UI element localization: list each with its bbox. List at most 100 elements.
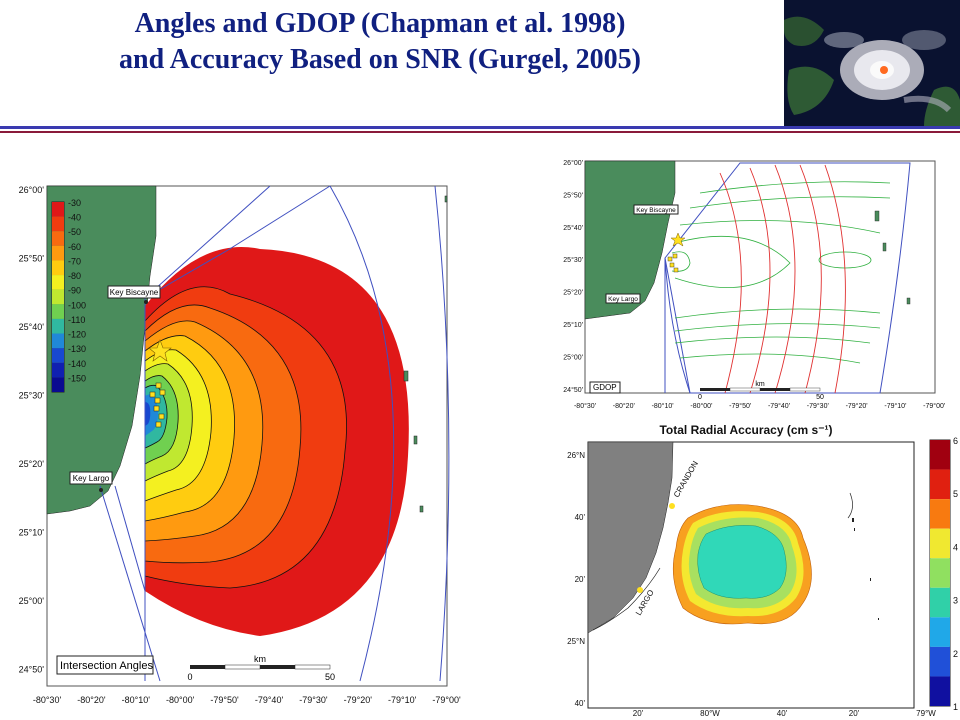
- lon-tick-label: -79°50': [210, 695, 239, 705]
- title-line-2: and Accuracy Based on SNR (Gurgel, 2005): [119, 44, 641, 75]
- colorbar-swatch: [930, 646, 950, 677]
- legend-swatch: [52, 202, 64, 217]
- lat-tick-label: 26°N: [567, 451, 585, 460]
- lon-tick-label: -79°10': [388, 695, 417, 705]
- lon-tick-label: -79°40': [255, 695, 284, 705]
- legend-swatch: [52, 377, 64, 392]
- lat-tick-label: 25°30': [563, 256, 583, 264]
- lon-tick-label: 40': [777, 709, 788, 718]
- svg-text:0: 0: [698, 394, 702, 401]
- key-biscayne-label: Key Biscayne: [110, 288, 159, 297]
- intersection-angles-map: -30 -40 -50 -60 -70 -80 -90 -100 -110 -120 -130 -14…: [0, 176, 490, 712]
- lat-tick-label: 40': [575, 699, 586, 708]
- legend-value: -130: [68, 344, 86, 354]
- legend-value: -120: [68, 330, 86, 340]
- largo-site-marker: [637, 587, 643, 593]
- accuracy-title: Total Radial Accuracy (cm s⁻¹): [659, 423, 832, 437]
- lat-tick-label: 25°40': [563, 224, 583, 232]
- colorbar-swatch: [930, 499, 950, 529]
- gdop-red-contours: [719, 164, 846, 394]
- lon-tick-label: -79°30': [299, 695, 328, 705]
- gdop-scale-bar: km 0 50: [698, 381, 824, 401]
- legend-swatch: [52, 333, 64, 349]
- svg-text:50: 50: [325, 672, 335, 682]
- svg-text:km: km: [254, 654, 266, 664]
- lon-tick-label: -79°50': [729, 402, 751, 410]
- lon-tick-label: -80°00': [690, 402, 712, 410]
- colorbar-swatch: [930, 676, 950, 706]
- svg-text:0: 0: [187, 672, 192, 682]
- site-markers: [149, 382, 166, 428]
- legend-swatch: [52, 362, 64, 378]
- lon-tick-label: -80°30': [33, 695, 62, 705]
- colorbar-tick-label: 6: [953, 436, 958, 446]
- lon-tick-label: 20': [849, 709, 860, 718]
- colorbar-tick-label: 3: [953, 596, 958, 606]
- legend-value: -60: [68, 242, 81, 252]
- svg-text:km: km: [755, 381, 765, 388]
- accuracy-field: [672, 504, 812, 625]
- lon-tick-label: -79°00': [432, 695, 461, 705]
- lon-tick-label: -79°20': [846, 402, 868, 410]
- lat-tick-label: 25°00': [19, 596, 45, 606]
- legend-value: -100: [68, 300, 86, 310]
- legend-value: -110: [68, 315, 85, 325]
- intersection-angles-label: Intersection Angles: [60, 660, 153, 672]
- legend-swatch: [52, 245, 64, 261]
- legend-value: -40: [68, 213, 81, 223]
- legend-swatch: [52, 231, 64, 246]
- gdop-key-biscayne-label: Key Biscayne: [636, 207, 676, 214]
- lat-tick-label: 20': [575, 575, 586, 584]
- lat-tick-label: 25°10': [563, 321, 583, 329]
- header-rule-red: [0, 131, 960, 133]
- legend-swatch: [52, 275, 64, 290]
- colorbar-swatch: [930, 617, 950, 647]
- lat-tick-label: 25°40': [19, 322, 45, 332]
- lon-tick-label: 79°W: [916, 709, 936, 718]
- legend-value: -70: [68, 256, 81, 266]
- colorbar-swatch: [930, 469, 950, 500]
- legend-value: -30: [68, 198, 81, 208]
- colorbar-swatch: [930, 558, 950, 588]
- lon-tick-label: -79°40': [768, 402, 790, 410]
- legend-value: -140: [68, 359, 86, 369]
- lat-tick-label: 25°10': [19, 528, 45, 538]
- lon-tick-label: -80°30': [574, 402, 596, 410]
- colorbar-tick-label: 5: [953, 489, 958, 499]
- legend-value: -90: [68, 286, 81, 296]
- colorbar-tick-label: 4: [953, 542, 958, 552]
- lon-tick-label: -79°10': [884, 402, 906, 410]
- lat-tick-label: 25°N: [567, 637, 585, 646]
- slide-title: Angles and GDOP (Chapman et al. 1998) an…: [0, 6, 760, 78]
- legend-value: -80: [68, 271, 81, 281]
- lon-tick-label: -80°10': [652, 402, 674, 410]
- lon-tick-label: -79°00': [923, 402, 945, 410]
- lon-tick-label: -80°20': [613, 402, 635, 410]
- colorbar-swatch: [930, 528, 950, 559]
- lon-tick-label: 20': [633, 709, 644, 718]
- lon-tick-label: -79°30': [807, 402, 829, 410]
- legend-swatch: [52, 318, 64, 334]
- lon-tick-label: 80°W: [700, 709, 720, 718]
- radial-accuracy-map: Total Radial Accuracy (cm s⁻¹) CRANDON L…: [548, 418, 960, 718]
- legend-swatch: [52, 348, 64, 363]
- gdop-green-contours: [671, 181, 891, 364]
- key-largo-label: Key Largo: [73, 474, 110, 483]
- svg-text:50: 50: [816, 394, 824, 401]
- angle-legend: -30 -40 -50 -60 -70 -80 -90 -100 -110 -120 -130 -14…: [51, 198, 86, 393]
- lat-tick-label: 24°50': [19, 665, 45, 675]
- legend-value: -50: [68, 227, 81, 237]
- lon-tick-label: -80°00': [166, 695, 195, 705]
- lat-tick-label: 25°20': [563, 289, 583, 297]
- colorbar-tick-label: 1: [953, 702, 958, 712]
- legend-swatch: [52, 304, 64, 319]
- header-rule-blue: [0, 126, 960, 129]
- gdop-star-marker: [670, 232, 686, 247]
- legend-value: -150: [68, 373, 86, 383]
- gdop-site-markers: [667, 253, 679, 273]
- star-marker: [148, 339, 172, 362]
- legend-swatch: [52, 289, 64, 305]
- colorbar-swatch: [930, 587, 950, 618]
- colorbar-swatch: [930, 440, 950, 470]
- gdop-label: GDOP: [593, 383, 617, 392]
